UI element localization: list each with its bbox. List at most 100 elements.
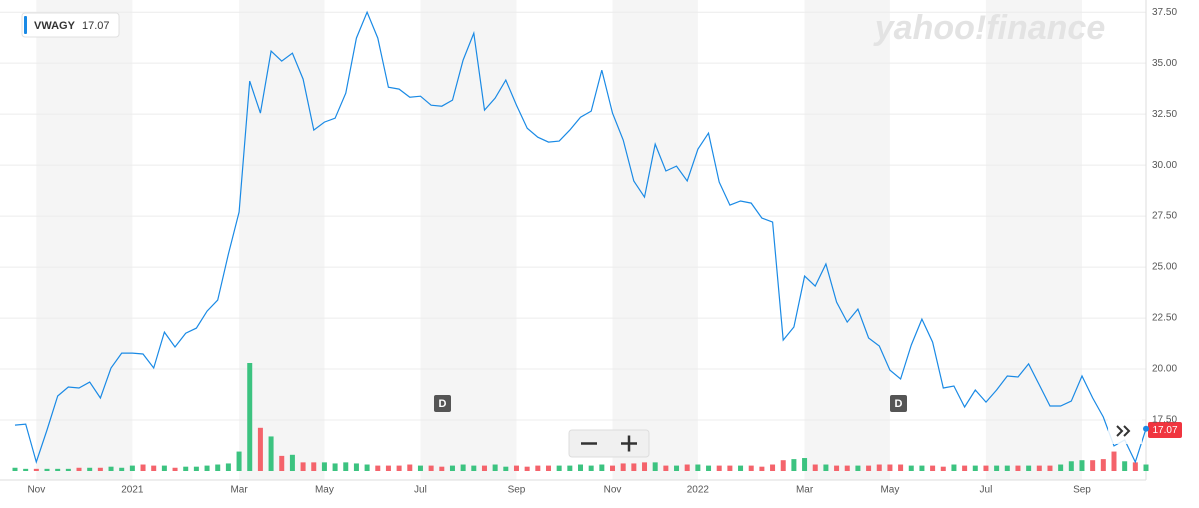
volume-bar [748,465,754,471]
volume-bar [759,466,765,471]
volume-bar [631,463,637,471]
volume-bar [876,464,882,471]
month-band [985,0,1082,480]
volume-bar [65,468,71,471]
volume-bar [364,464,370,471]
volume-bar [225,463,231,471]
volume-bar [684,464,690,471]
volume-bar [449,465,455,471]
volume-bar [588,465,594,471]
volume-bar [823,464,829,471]
y-tick-label: 25.00 [1152,262,1177,273]
volume-bar [972,465,978,471]
legend-swatch [24,16,27,34]
volume-bar [930,465,936,471]
volume-bar [108,466,114,471]
month-band [804,0,890,480]
volume-bar [503,466,509,471]
volume-bar [343,462,349,471]
volume-bar [289,454,295,471]
volume-bar [119,467,125,471]
volume-bar [578,464,583,471]
volume-bar [994,465,1000,471]
last-price-label: 17.07 [1152,425,1177,436]
volume-bar [23,468,29,471]
y-tick-label: 27.50 [1152,211,1177,222]
volume-bar [1015,465,1021,471]
x-tick-label: 2022 [687,485,710,496]
volume-bar [610,465,616,471]
x-tick-label: Jul [414,485,427,496]
volume-bar [161,465,167,471]
volume-bar [1004,465,1010,471]
volume-bar [1058,464,1064,471]
volume-bar [481,465,487,471]
volume-bar [76,467,82,471]
volume-bar [919,465,925,471]
volume-bar [460,464,466,471]
volume-bar [620,463,626,471]
volume-bar [279,455,285,471]
volume-bar [535,465,541,471]
volume-bar [321,462,327,471]
dividend-marker[interactable] [890,395,907,412]
volume-bar [716,465,722,471]
zoom-in-button[interactable] [621,435,637,452]
volume-bar [375,465,381,471]
volume-bar [513,465,519,471]
volume-bar [556,465,562,471]
volume-bar [183,466,189,471]
volume-bar [567,465,573,471]
volume-bar [44,468,50,471]
volume-bar [87,467,93,471]
volume-bar [12,467,18,471]
x-tick-label: May [315,485,334,496]
volume-bar [834,465,840,471]
volume-bar [33,468,39,471]
volume-bar [674,465,680,471]
volume-bar [770,464,776,471]
volume-bar [642,462,648,471]
volume-bar [428,465,434,471]
volume-bar [898,464,904,471]
volume-bar [407,464,413,471]
volume-bar [55,468,61,471]
volume-bar [332,463,338,471]
volume-bar [247,363,253,471]
volume-bar [812,464,818,471]
volume-bar [940,466,946,471]
volume-bar [727,465,733,471]
x-tick-label: May [880,485,899,496]
volume-bar [204,465,210,471]
volume-bar [1079,460,1085,471]
volume-bar [1047,465,1053,471]
x-tick-label: Sep [508,485,526,496]
scroll-right-button[interactable] [1108,419,1142,444]
month-band [239,0,325,480]
month-bands [0,0,1149,481]
watermark: yahoo!finance [873,9,1105,47]
volume-bar [1143,464,1149,471]
volume-bar [663,465,669,471]
x-tick-label: Mar [230,485,248,496]
volume-bar [780,460,786,471]
volume-bar [706,465,712,471]
volume-bar [172,467,178,471]
y-tick-label: 22.50 [1152,313,1177,324]
volume-bar [545,465,551,471]
last-point [1143,425,1149,432]
legend-price: 17.07 [82,20,110,32]
volume-bar [353,463,359,471]
legend-ticker: VWAGY [34,20,76,32]
volume-bar [1111,451,1117,471]
dividend-marker[interactable] [434,395,451,412]
volume-bar [471,465,477,471]
volume-bar [311,462,317,471]
x-tick-label: Sep [1073,485,1091,496]
x-tick-label: Mar [796,485,814,496]
x-tick-label: 2021 [121,485,144,496]
price-line [14,10,1147,465]
month-band [612,0,698,480]
legend-box [21,12,120,38]
